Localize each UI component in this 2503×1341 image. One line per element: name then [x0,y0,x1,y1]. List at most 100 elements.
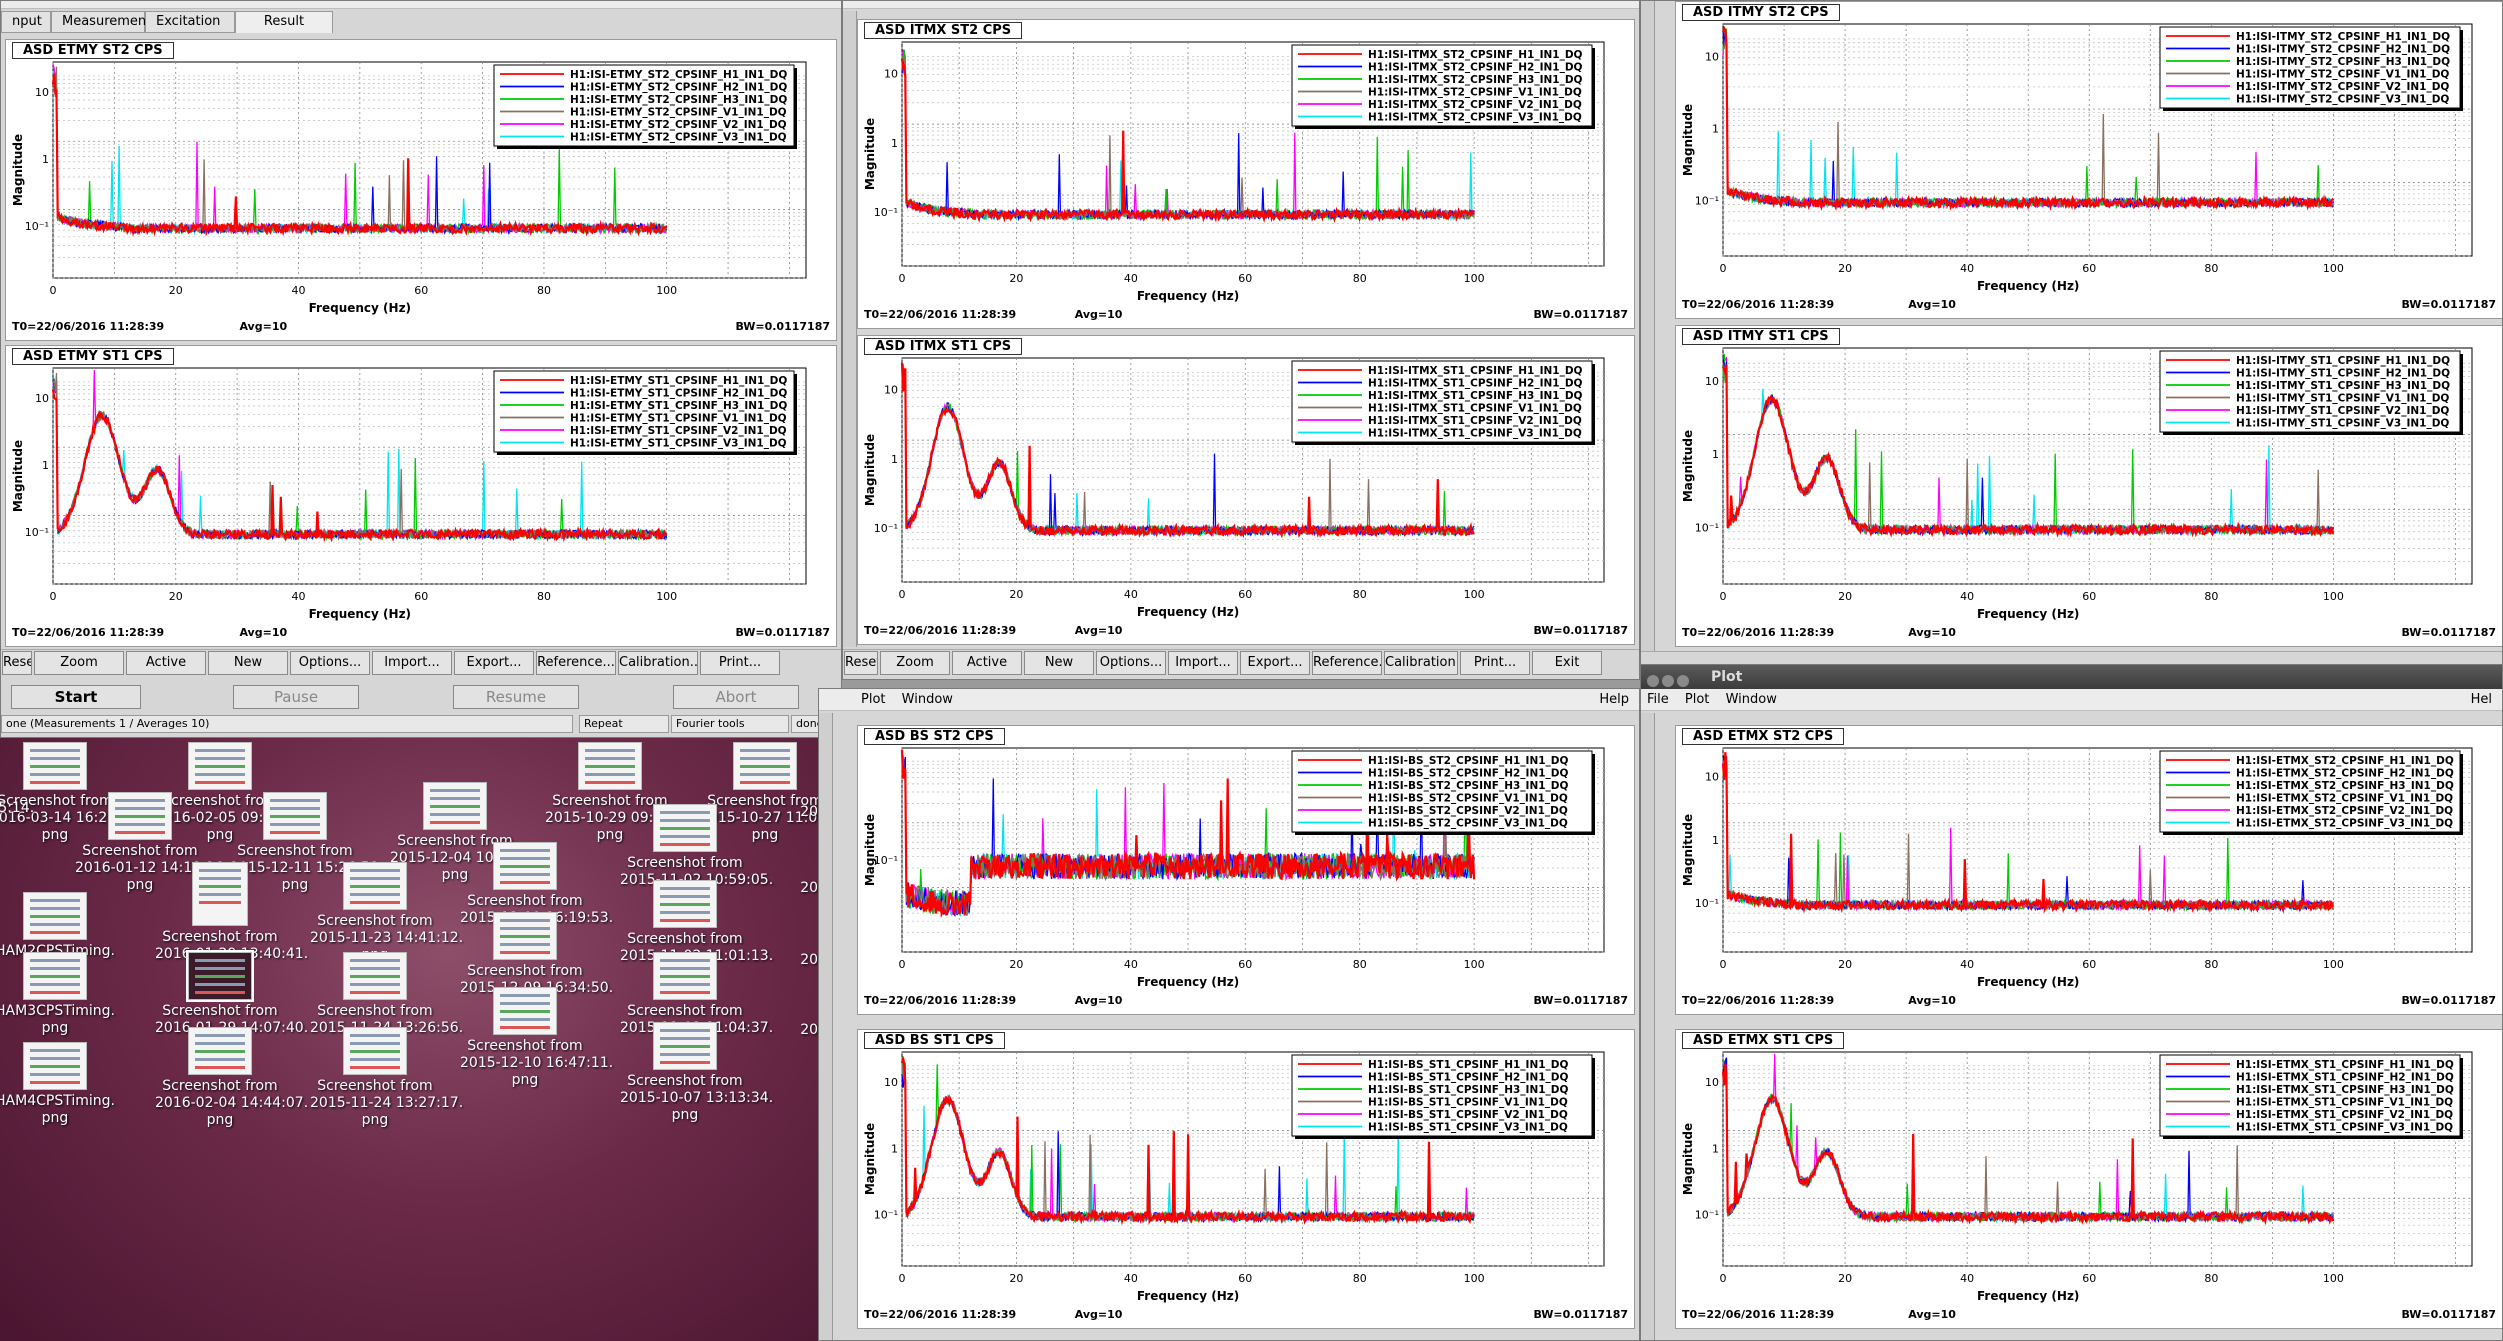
plot-canvas[interactable]: 10 1 10⁻¹ 0 20 40 60 80 100 Frequency (Hz) Magnitu… [1676,726,2502,1014]
exit-button[interactable]: Exit [1532,651,1602,675]
file-name-label: png [751,827,779,843]
options-button[interactable]: Options... [290,651,370,675]
x-tick-label: 40 [1960,958,1974,971]
desktop-file-icon[interactable]: Screenshot from 2015-10-07 13:13:34. png [620,1022,773,1124]
desktop-file-icon[interactable]: Screenshot from 2016-01-12 14:18:26. png [75,792,228,894]
options-button[interactable]: Options... [1096,651,1166,675]
export-button[interactable]: Export... [1240,651,1310,675]
series-trace-h1 [51,73,668,237]
plot-panel-itmy-st2[interactable]: ASD ITMY ST2 CPS 10 1 10⁻¹ 0 20 40 60 80 100 Frequ… [1675,1,2502,319]
tab-excitation[interactable]: Excitation [145,11,235,33]
close-icon[interactable] [1647,675,1659,687]
tab-measurement[interactable]: Measurement [51,11,151,33]
legend-entry: H1:ISI-ETMY_ST2_CPSINF_V3_IN1_DQ [570,132,787,144]
plot-panel-etmx-st2[interactable]: ASD ETMX ST2 CPS 10 1 10⁻¹ 0 20 40 60 80 100 Frequ… [1675,725,2502,1015]
x-axis-label: Frequency (Hz) [1137,605,1239,619]
plot-canvas[interactable]: 10 1 10⁻¹ 0 20 40 60 80 100 Frequency (Hz) Magnitu… [1676,326,2502,646]
plot-panel-etmy-st2[interactable]: ASD ETMY ST2 CPS 10 1 10⁻¹ 0 20 40 60 80 100 Frequ… [5,39,837,341]
plot-panel-etmx-st1[interactable]: ASD ETMX ST1 CPS 10 1 10⁻¹ 0 20 40 60 80 100 Frequ… [1675,1029,2502,1329]
resume-button[interactable]: Resume [453,685,579,709]
start-button[interactable]: Start [11,685,141,709]
desktop-file-icon[interactable]: HAM3CPSTiming. png [0,952,120,1037]
tab-result[interactable]: Result [235,11,333,33]
plot-canvas[interactable]: 10⁻¹ 0 20 40 60 80 100 Frequency (Hz) Magnitude H… [858,726,1634,1014]
reset-button[interactable]: Reset [844,651,878,675]
legend-entry: H1:ISI-ETMX_ST2_CPSINF_V1_IN1_DQ [2236,793,2453,805]
x-tick-label: 20 [1009,958,1023,971]
legend-box [493,370,795,453]
footer-bw: BW=0.0117187 [1533,624,1628,637]
plot-canvas[interactable]: 10 1 10⁻¹ 0 20 40 60 80 100 Frequency (Hz) Magnitu… [6,346,836,646]
zoom-button[interactable]: Zoom [880,651,950,675]
reference-button[interactable]: Reference... [1312,651,1382,675]
active-button[interactable]: Active [126,651,206,675]
desktop-file-icon[interactable]: 2015-0 [760,880,818,897]
print-button[interactable]: Print... [1460,651,1530,675]
plot-panel-etmy-st1[interactable]: ASD ETMY ST1 CPS 10 1 10⁻¹ 0 20 40 60 80 100 Frequ… [5,345,837,647]
file-name-label: Screenshot from [627,1073,743,1089]
reset-button[interactable]: Reset [2,651,32,675]
export-button[interactable]: Export... [454,651,534,675]
calibration-button[interactable]: Calibration... [618,651,698,675]
y-tick-label: 10⁻¹ [874,1209,898,1222]
menu-plot[interactable]: Plot [861,692,886,707]
import-button[interactable]: Import... [1168,651,1238,675]
reference-button[interactable]: Reference... [536,651,616,675]
file-thumbnail-icon [343,952,407,1000]
file-name-label: Screenshot from [162,929,278,945]
file-name-label: Screenshot from [317,913,433,929]
abort-button[interactable]: Abort [673,685,799,709]
menu-window[interactable]: Window [901,692,953,707]
maximize-icon[interactable] [1677,675,1689,687]
plot-canvas[interactable]: 10 1 10⁻¹ 0 20 40 60 80 100 Frequency (Hz) Magnitu… [1676,1030,2502,1328]
desktop-file-icon[interactable]: Screenshot from 2015-12-04 10:14:17. png [390,782,543,884]
desktop-file-icon[interactable]: Screenshot from 2015-12-10 16:47:11. png [460,987,613,1089]
active-button[interactable]: Active [952,651,1022,675]
desktop-file-icon[interactable]: 2015-0 [760,1022,818,1039]
menu-help[interactable]: Hel [2470,692,2492,707]
legend-entry: H1:ISI-ETMY_ST1_CPSINF_H3_IN1_DQ [570,400,787,412]
file-name-label: HAM3CPSTiming. [0,1003,115,1019]
desktop-file-icon[interactable]: 6:05:14. [0,800,70,817]
plot-canvas[interactable]: 10 1 10⁻¹ 0 20 40 60 80 100 Frequency (Hz) Magnitu… [858,336,1634,644]
plot-panel-bs-st2[interactable]: ASD BS ST2 CPS 10⁻¹ 0 20 40 60 80 100 Frequency … [857,725,1635,1015]
calibration-button[interactable]: Calibration... [1384,651,1458,675]
y-tick-label: 10 [884,67,898,80]
menu-window[interactable]: Window [1725,692,1777,707]
plot-canvas[interactable]: 10 1 10⁻¹ 0 20 40 60 80 100 Frequency (Hz) Magnitu… [858,20,1634,328]
plot-panel-itmx-st1[interactable]: ASD ITMX ST1 CPS 10 1 10⁻¹ 0 20 40 60 80 100 Frequ… [857,335,1635,645]
menu-help[interactable]: Help [1599,692,1629,707]
plot-pad-strip [1641,713,1655,1340]
series-trace-h1 [1721,752,2335,914]
plot-canvas[interactable]: 10 1 10⁻¹ 0 20 40 60 80 100 Frequency (Hz) Magnitu… [858,1030,1634,1328]
x-tick-label: 40 [1960,1272,1974,1285]
import-button[interactable]: Import... [372,651,452,675]
zoom-button[interactable]: Zoom [34,651,124,675]
menu-plot[interactable]: Plot [1684,692,1710,707]
minimize-icon[interactable] [1662,675,1674,687]
new-button[interactable]: New [208,651,288,675]
desktop-file-icon[interactable]: Screenshot from 2016-02-04 14:44:07. png [155,1027,308,1129]
plot-canvas[interactable]: 10 1 10⁻¹ 0 20 40 60 80 100 Frequency (Hz) Magnitu… [1676,2,2502,318]
desktop-file-icon[interactable]: HAM4CPSTiming. png [0,1042,120,1127]
tab-input[interactable]: nput [1,11,51,33]
desktop-file-icon[interactable]: Screenshot from 2016-03-14 16:20:13. png [0,742,143,844]
desktop-file-icon[interactable]: 2015-0 [760,804,818,821]
legend-entry: H1:ISI-ITMY_ST1_CPSINF_V3_IN1_DQ [2236,418,2449,430]
desktop-file-icon[interactable]: Screenshot from 2015-11-24 13:27:17. png [310,1027,463,1129]
print-button[interactable]: Print... [700,651,780,675]
plot-panel-itmx-st2[interactable]: ASD ITMX ST2 CPS 10 1 10⁻¹ 0 20 40 60 80 100 Frequ… [857,19,1635,329]
window-controls[interactable] [1647,671,1692,695]
plot-panel-bs-st1[interactable]: ASD BS ST1 CPS 10 1 10⁻¹ 0 20 40 60 80 100 Frequen… [857,1029,1635,1329]
x-tick-label: 0 [1720,590,1727,603]
legend-entry: H1:ISI-ETMX_ST1_CPSINF_H3_IN1_DQ [2236,1084,2454,1096]
pause-button[interactable]: Pause [233,685,359,709]
desktop-file-icon[interactable]: 2015-0 [760,952,818,969]
plot-panel-itmy-st1[interactable]: ASD ITMY ST1 CPS 10 1 10⁻¹ 0 20 40 60 80 100 Frequ… [1675,325,2502,647]
plot-canvas[interactable]: 10 1 10⁻¹ 0 20 40 60 80 100 Frequency (Hz) Magnitu… [6,40,836,340]
menu-file[interactable]: File [1647,692,1669,707]
new-button[interactable]: New [1024,651,1094,675]
window-title-bar[interactable]: Plot [1641,665,2502,689]
